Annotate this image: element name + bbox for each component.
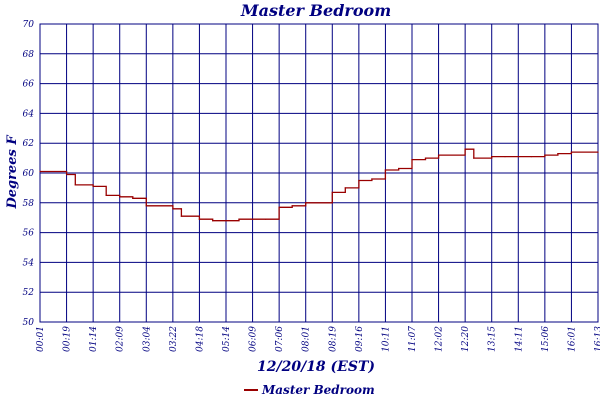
x-tick-label: 16:13: [594, 326, 600, 352]
x-tick-label: 08:01: [302, 326, 312, 352]
data-point: [225, 220, 227, 222]
data-point: [39, 170, 41, 173]
x-tick-label: 10:11: [381, 326, 391, 352]
data-point: [74, 184, 76, 186]
data-point: [544, 154, 546, 156]
x-axis-label: 12/20/18 (EST): [257, 359, 375, 375]
x-tick-label: 16:01: [567, 326, 577, 352]
series-line: [40, 148, 598, 222]
data-point: [145, 205, 147, 207]
data-point: [180, 215, 182, 217]
data-point: [172, 208, 174, 210]
data-point: [398, 167, 400, 170]
y-tick-label: 50: [23, 318, 35, 328]
x-tick-label: 11:07: [408, 326, 418, 352]
data-point: [411, 159, 413, 161]
chart-title: Master Bedroom: [240, 1, 391, 20]
data-point: [530, 156, 532, 158]
data-point: [424, 157, 427, 159]
x-tick-label: 12:02: [435, 326, 445, 352]
x-tick-label: 09:16: [355, 326, 365, 352]
data-point: [464, 148, 466, 150]
x-tick-labels: 00:01 00:19 01:14 02:09 03:04 03:22 04:18 05:14…: [36, 326, 600, 352]
data-point: [344, 187, 346, 189]
y-tick-labels: 50 52 54 56 58 60 62 64 66 68 70: [23, 20, 35, 328]
data-point: [504, 156, 506, 158]
x-tick-label: 07:06: [275, 326, 285, 352]
x-tick-label: 08:19: [328, 326, 338, 352]
data-point: [105, 194, 107, 196]
data-point: [491, 156, 493, 158]
data-point: [238, 218, 240, 220]
x-tick-label: 12:20: [461, 326, 471, 352]
y-tick-label: 54: [23, 258, 35, 268]
data-point: [265, 218, 267, 220]
data-point: [305, 202, 307, 204]
y-tick-label: 56: [23, 229, 35, 239]
data-point: [198, 218, 200, 220]
y-tick-label: 68: [23, 50, 35, 60]
data-point: [438, 154, 440, 156]
y-tick-label: 60: [23, 169, 35, 179]
data-point: [291, 205, 293, 207]
data-point: [119, 196, 121, 198]
x-tick-label: 06:09: [249, 326, 259, 352]
data-point: [473, 157, 475, 159]
x-tick-label: 15:06: [541, 326, 551, 352]
legend: Master Bedroom: [244, 383, 375, 397]
y-tick-label: 58: [23, 199, 35, 209]
y-tick-label: 52: [23, 288, 35, 298]
x-tick-label: 03:04: [142, 326, 152, 352]
x-tick-label: 05:14: [222, 326, 232, 352]
data-point: [371, 178, 373, 180]
x-tick-label: 14:11: [514, 326, 524, 352]
data-point: [517, 156, 519, 158]
plot-grid: [39, 23, 599, 323]
data-point: [597, 151, 599, 153]
x-tick-label: 00:19: [63, 326, 73, 352]
y-tick-label: 70: [23, 20, 35, 30]
data-point: [66, 173, 68, 176]
x-tick-label: 04:18: [195, 326, 205, 352]
data-point: [384, 169, 386, 171]
data-point: [358, 179, 360, 182]
data-point: [92, 185, 94, 187]
data-point: [212, 220, 214, 222]
data-point: [132, 197, 134, 199]
x-tick-label: 00:01: [36, 326, 46, 352]
y-tick-label: 66: [23, 80, 35, 90]
data-point: [278, 206, 280, 208]
data-point: [557, 153, 559, 155]
x-tick-label: 02:09: [116, 326, 126, 352]
series-layer: [39, 148, 599, 222]
legend-label: Master Bedroom: [261, 383, 375, 397]
x-tick-label: 01:14: [89, 326, 99, 352]
data-point: [570, 151, 573, 153]
plot-frame: [39, 23, 599, 323]
y-tick-label: 64: [23, 109, 35, 119]
x-tick-label: 03:22: [169, 326, 179, 352]
x-tick-label: 13:15: [488, 326, 498, 352]
y-tick-label: 62: [23, 139, 35, 149]
data-point: [252, 218, 254, 220]
y-axis-label: Degrees F: [5, 135, 20, 210]
data-point: [331, 191, 333, 193]
